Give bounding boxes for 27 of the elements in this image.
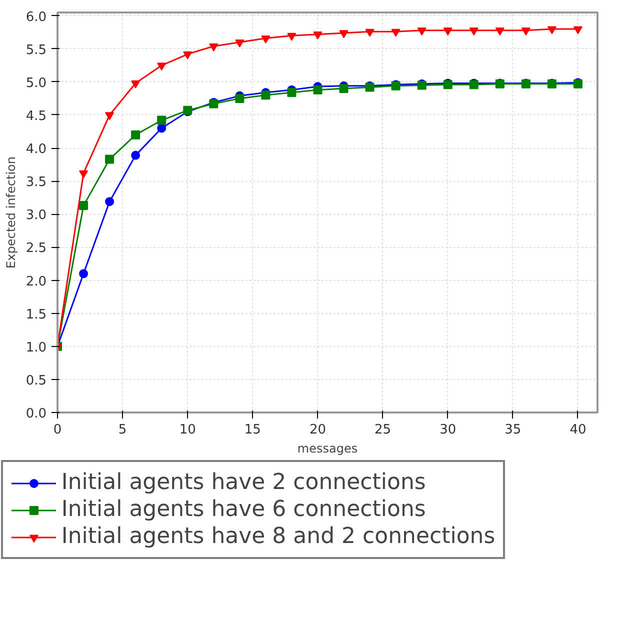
- x-tick-label: 30: [440, 422, 456, 438]
- y-tick-label: 3.5: [26, 175, 47, 190]
- y-tick-label: 2.5: [26, 241, 47, 256]
- y-tick-label: 0.5: [26, 373, 47, 388]
- y-tick-label: 0.0: [26, 406, 47, 422]
- y-tick-label: 6.0: [26, 10, 47, 25]
- x-tick-label: 40: [570, 422, 586, 438]
- legend-label: Initial agents have 2 connections: [61, 470, 426, 495]
- y-tick-label: 4.0: [26, 142, 47, 158]
- x-tick-label: 0: [53, 422, 62, 438]
- x-axis-title: messages: [297, 442, 358, 456]
- y-tick-label: 1.0: [26, 340, 47, 356]
- x-tick-label: 5: [118, 422, 127, 438]
- legend-label: Initial agents have 6 connections: [61, 497, 426, 522]
- y-tick-label: 4.5: [26, 108, 47, 124]
- y-tick-label: 3.0: [26, 208, 47, 224]
- legend-label: Initial agents have 8 and 2 connections: [61, 524, 496, 549]
- y-axis-title: Expected infection: [4, 156, 18, 268]
- x-tick-label: 25: [374, 422, 392, 438]
- x-tick-label: 15: [244, 422, 261, 438]
- y-tick-label: 5.5: [26, 42, 47, 58]
- x-tick-label: 20: [309, 422, 326, 438]
- y-tick-label: 2.0: [26, 274, 47, 290]
- x-tick-label: 35: [504, 422, 522, 438]
- y-tick-label: 1.5: [26, 307, 47, 322]
- x-tick-label: 10: [179, 422, 196, 438]
- y-tick-label: 5.0: [26, 76, 47, 91]
